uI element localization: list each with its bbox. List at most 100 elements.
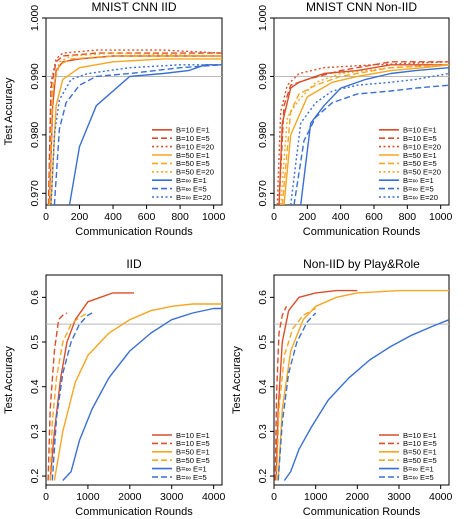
chart-1-x-tick-label: 200 xyxy=(299,211,317,223)
chart-2-series-b-inf-e-5 xyxy=(51,312,93,481)
chart-0-legend-label: B=50 E=20 xyxy=(176,168,214,177)
chart-2-legend-label: B=50 E=5 xyxy=(176,456,210,465)
chart-1-legend-label: B=10 E=5 xyxy=(403,134,437,143)
chart-1-series-b-inf-e-20 xyxy=(290,72,449,205)
chart-0-x-tick-label: 0 xyxy=(43,211,49,223)
chart-3-y-tick-label: 0.6 xyxy=(257,290,269,305)
chart-0-legend-label: B=10 E=20 xyxy=(176,142,214,151)
chart-2-x-tick-label: 1000 xyxy=(76,491,100,503)
chart-1-legend: B=10 E=1B=10 E=5B=10 E=20B=50 E=1 B=50 E=… xyxy=(379,126,441,202)
chart-3-legend-label: B=50 E=1 xyxy=(403,448,437,457)
chart-3-x-tick-label: 4000 xyxy=(429,491,453,503)
chart-0-series-b-50-e-5 xyxy=(48,55,222,205)
chart-1-series-b-inf-e-1 xyxy=(300,67,449,205)
panel-iid: IID Communication Rounds Test Accuracy 0 100… xyxy=(3,257,225,518)
chart-1-legend-label: B=∞ E=5 xyxy=(403,184,434,193)
chart-3-y-axis-label: Test Accuracy xyxy=(231,346,243,414)
chart-1-legend-label: B=∞ E=20 xyxy=(403,193,438,202)
chart-2-y-tick-label: 0.5 xyxy=(29,335,41,350)
chart-1-legend-label: B=10 E=1 xyxy=(403,126,437,135)
chart-2-title: IID xyxy=(126,257,142,271)
chart-2-x-tick-label: 2000 xyxy=(118,491,142,503)
chart-3-title: Non-IID by Play&Role xyxy=(303,257,420,271)
chart-3-x-tick-label: 1000 xyxy=(304,491,328,503)
chart-0-series-b-inf-e-1 xyxy=(68,64,222,205)
chart-2-x-tick-label: 0 xyxy=(43,491,49,503)
chart-3-series-b-10-e-1 xyxy=(275,289,358,481)
chart-3-x-tick-label: 3000 xyxy=(387,491,411,503)
chart-1-series-b-inf-e-5 xyxy=(293,84,449,205)
chart-0-series-b-10-e-5 xyxy=(47,52,222,205)
chart-3-x-axis-label: Communication Rounds xyxy=(303,506,421,518)
panel-mnist-cnn-iid: MNIST CNN IID Communication Rounds Test Ac… xyxy=(3,0,225,238)
chart-0-legend-label: B=10 E=1 xyxy=(176,126,210,135)
chart-0-legend-label: B=50 E=5 xyxy=(176,159,210,168)
chart-3-legend-label: B=10 E=5 xyxy=(403,439,437,448)
chart-1-x-axis-label: Communication Rounds xyxy=(303,226,421,238)
chart-0-series-b-10-e-20 xyxy=(47,49,222,205)
chart-2-x-tick-label: 3000 xyxy=(160,491,184,503)
panel-non-iid-by-play-role: Non-IID by Play&Role Communication Rounds… xyxy=(231,257,453,518)
chart-3-series-b-10-e-5 xyxy=(274,306,288,481)
chart-1-title: MNIST CNN Non-IID xyxy=(306,0,417,14)
chart-1-y-tick-label: 0.970 xyxy=(257,180,269,206)
chart-0-title: MNIST CNN IID xyxy=(91,0,176,14)
chart-2-legend-label: B=50 E=1 xyxy=(176,448,210,457)
chart-2-legend: B=10 E=1B=10 E=5B=50 E=1B=50 E=5B=∞ E=1B… xyxy=(152,431,210,482)
chart-1-series-group xyxy=(276,61,449,205)
panel-mnist-cnn-non-iid: MNIST CNN Non-IID Communication Rounds 0 20… xyxy=(257,0,453,238)
chart-3-y-tick-label: 0.3 xyxy=(257,424,269,439)
chart-1-y-tick-label: 1.000 xyxy=(257,5,269,31)
chart-1-plot-frame xyxy=(273,17,450,206)
chart-0-plot-frame xyxy=(45,17,223,206)
chart-0-series-group xyxy=(47,49,222,205)
chart-0-legend: B=10 E=1B=10 E=5B=10 E=20B=50 E=1B=50 E=… xyxy=(152,126,214,202)
chart-2-x-axis-label: Communication Rounds xyxy=(75,506,193,518)
chart-0-series-b-50-e-20 xyxy=(48,52,222,205)
chart-0-y-tick-label: 0.980 xyxy=(29,122,41,148)
chart-0-legend-label: B=∞ E=5 xyxy=(176,184,207,193)
chart-1-legend-label: B=∞ E=1 xyxy=(403,176,434,185)
chart-3-x-tick-label: 2000 xyxy=(346,491,370,503)
chart-0-legend-label: B=∞ E=20 xyxy=(176,193,211,202)
chart-2-y-tick-label: 0.4 xyxy=(29,379,41,394)
chart-1-legend-label: B=50 E=1 xyxy=(403,151,437,160)
chart-0-x-axis-label: Communication Rounds xyxy=(75,226,193,238)
chart-2-x-tick-label: 4000 xyxy=(202,491,226,503)
chart-0-series-b-50-e-1 xyxy=(50,58,222,205)
chart-2-y-tick-label: 0.2 xyxy=(29,469,41,484)
chart-3-y-tick-label: 0.4 xyxy=(257,379,269,394)
chart-1-x-tick-label: 1000 xyxy=(429,211,453,223)
chart-2-legend-label: B=10 E=5 xyxy=(176,439,210,448)
chart-1-x-tick-label: 0 xyxy=(271,211,277,223)
chart-3-series-group xyxy=(274,289,449,481)
chart-3-series-b-50-e-1 xyxy=(277,289,449,481)
chart-3-legend-label: B=∞ E=1 xyxy=(403,464,434,473)
chart-0-series-b-inf-e-20 xyxy=(50,64,222,205)
chart-3-series-b-inf-e-1 xyxy=(283,319,449,481)
chart-2-legend-label: B=10 E=1 xyxy=(176,431,210,440)
chart-1-x-tick-label: 600 xyxy=(365,211,383,223)
chart-2-legend-label: B=∞ E=1 xyxy=(176,464,207,473)
chart-0-y-axis-label: Test Accuracy xyxy=(3,77,15,145)
chart-1-legend-label: B=50 E=20 xyxy=(403,168,441,177)
chart-3-legend-label: B=10 E=1 xyxy=(403,431,437,440)
chart-2-legend-label: B=∞ E=5 xyxy=(176,473,207,482)
chart-3-y-tick-label: 0.5 xyxy=(257,335,269,350)
chart-3-y-tick-label: 0.2 xyxy=(257,469,269,484)
chart-0-y-tick-label: 0.970 xyxy=(29,180,41,206)
chart-3-plot-frame xyxy=(273,274,450,486)
chart-1-series-b-10-e-5 xyxy=(278,61,449,205)
chart-1-series-b-10-e-1 xyxy=(278,64,449,205)
chart-1-y-tick-label: 0.980 xyxy=(257,122,269,148)
chart-0-y-tick-label: 0.990 xyxy=(29,63,41,89)
chart-0-x-tick-label: 400 xyxy=(104,211,122,223)
chart-1-legend-label: B=10 E=20 xyxy=(403,142,441,151)
chart-0-legend-label: B=10 E=5 xyxy=(176,134,210,143)
chart-3-series-b-inf-e-5 xyxy=(277,312,317,481)
chart-3-series-b-50-e-5 xyxy=(275,307,317,481)
chart-2-series-b-50-e-5 xyxy=(49,312,89,481)
chart-0-y-tick-label: 1.000 xyxy=(29,5,41,31)
chart-2-plot-frame xyxy=(45,274,223,486)
